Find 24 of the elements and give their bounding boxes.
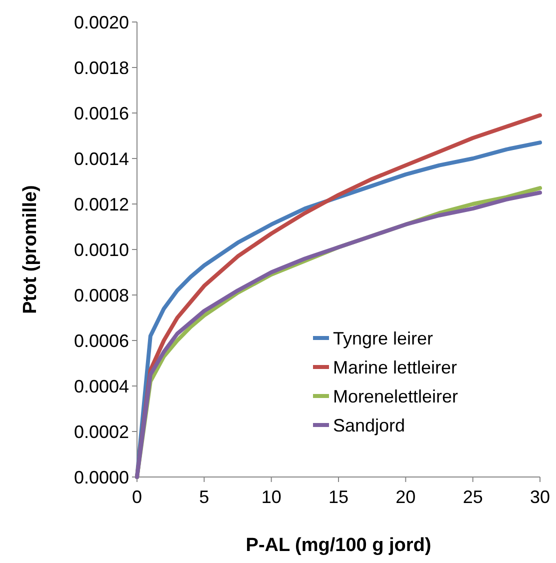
x-tick-label: 25 [462,487,483,507]
y-tick-label: 0.0006 [74,330,129,351]
y-tick-label: 0.0010 [74,240,129,260]
x-tick-label: 20 [396,487,416,507]
legend-label: Sandjord [333,415,406,436]
y-tick-label: 0.0020 [74,12,129,32]
legend-label: Marine lettleirer [333,357,458,378]
y-tick-label: 0.0008 [74,285,129,306]
x-tick-label: 10 [261,487,282,507]
y-tick-label: 0.0000 [74,467,129,488]
y-tick-label: 0.0014 [74,148,129,169]
y-tick-label: 0.0016 [74,103,129,124]
x-axis-title: P-AL (mg/100 g jord) [246,535,432,556]
x-tick-label: 15 [328,487,349,507]
y-axis-title: Ptot (promille) [20,185,41,314]
x-tick-label: 30 [530,487,550,507]
legend-label: Morenelettleirer [333,386,458,406]
x-tick-label: 0 [132,487,142,507]
x-tick-label: 5 [199,487,210,507]
y-tick-label: 0.0002 [74,422,129,442]
legend-label: Tyngre leirer [333,328,434,348]
y-tick-label: 0.0018 [74,58,129,78]
y-tick-label: 0.0004 [74,376,129,396]
y-tick-label: 0.0012 [74,194,129,214]
